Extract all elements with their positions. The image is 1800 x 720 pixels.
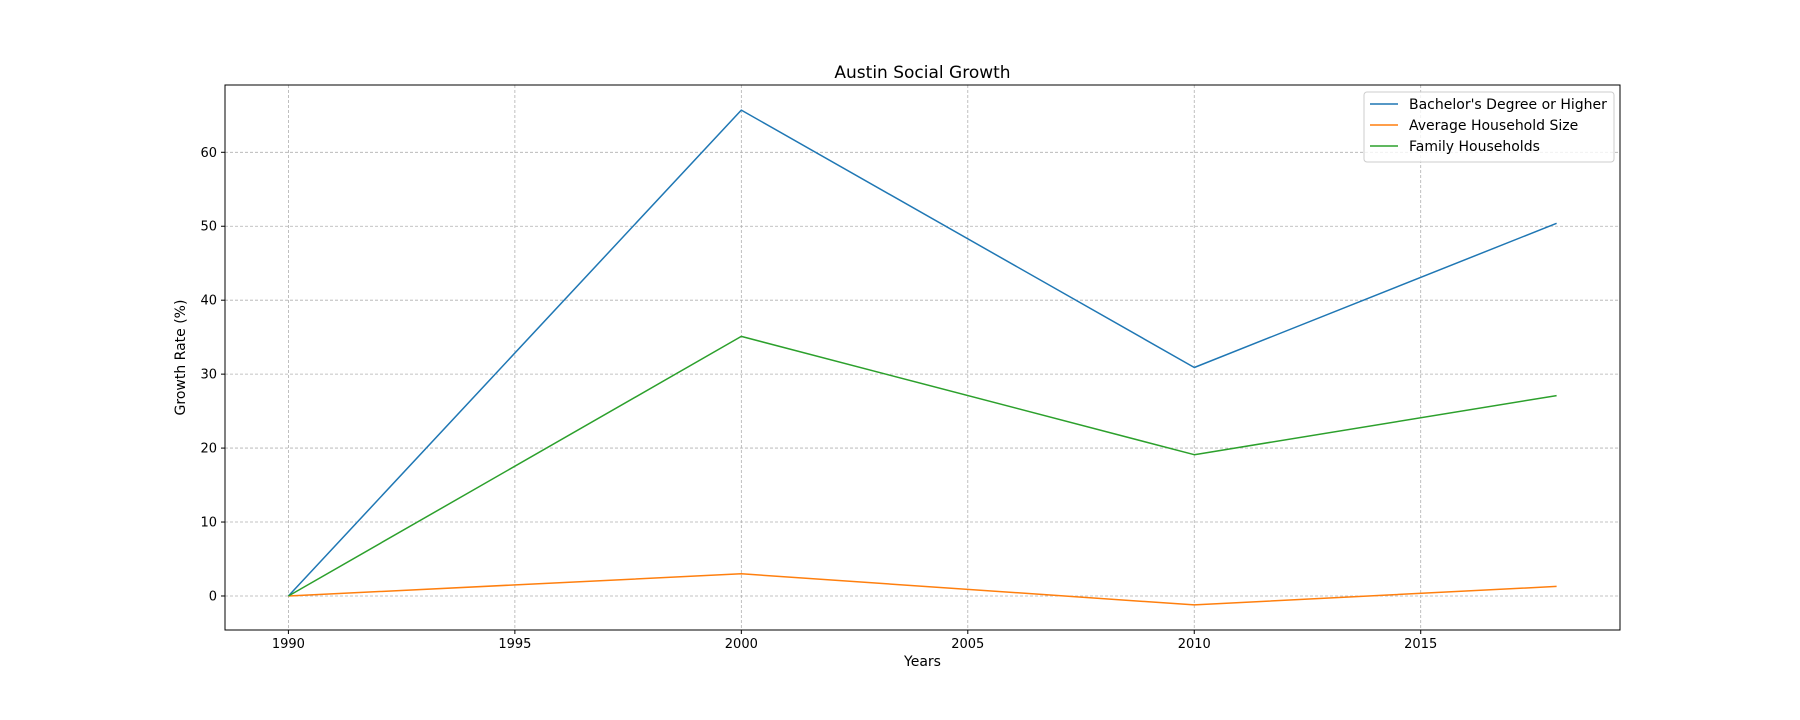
y-tick-label: 40: [200, 294, 217, 309]
ticks-layer: 1990 1995 2000 2005 2010 2015 0 10 20 30 40 50 60: [200, 146, 1437, 652]
legend-label: Family Households: [1409, 139, 1540, 155]
x-tick-label: 2010: [1178, 637, 1211, 652]
x-tick-label: 2015: [1404, 637, 1437, 652]
x-tick-label: 1990: [272, 637, 305, 652]
series-line: [288, 335, 1557, 597]
legend: Bachelor's Degree or Higher Average House…: [1363, 91, 1615, 163]
legend-label: Average Household Size: [1409, 118, 1578, 134]
y-tick-label: 50: [200, 220, 217, 235]
legend-box: [1363, 91, 1615, 163]
series-line: [288, 573, 1557, 606]
grid-layer: [225, 85, 1620, 630]
x-tick-label: 2000: [725, 637, 758, 652]
legend-label: Bachelor's Degree or Higher: [1409, 97, 1607, 113]
y-axis-label: Growth Rate (%): [173, 300, 189, 416]
series-layer: [287, 109, 1557, 606]
y-tick-label: 60: [200, 146, 217, 161]
x-tick-label: 1995: [498, 637, 531, 652]
chart-title: Austin Social Growth: [834, 63, 1010, 83]
plot-frame: [224, 84, 1621, 631]
y-tick-label: 20: [200, 442, 217, 457]
series-line: [287, 109, 1557, 597]
y-tick-label: 30: [200, 368, 217, 383]
x-tick-label: 2005: [951, 637, 984, 652]
y-tick-label: 0: [209, 589, 217, 604]
y-tick-label: 10: [200, 516, 217, 531]
x-axis-label: Years: [903, 654, 941, 670]
